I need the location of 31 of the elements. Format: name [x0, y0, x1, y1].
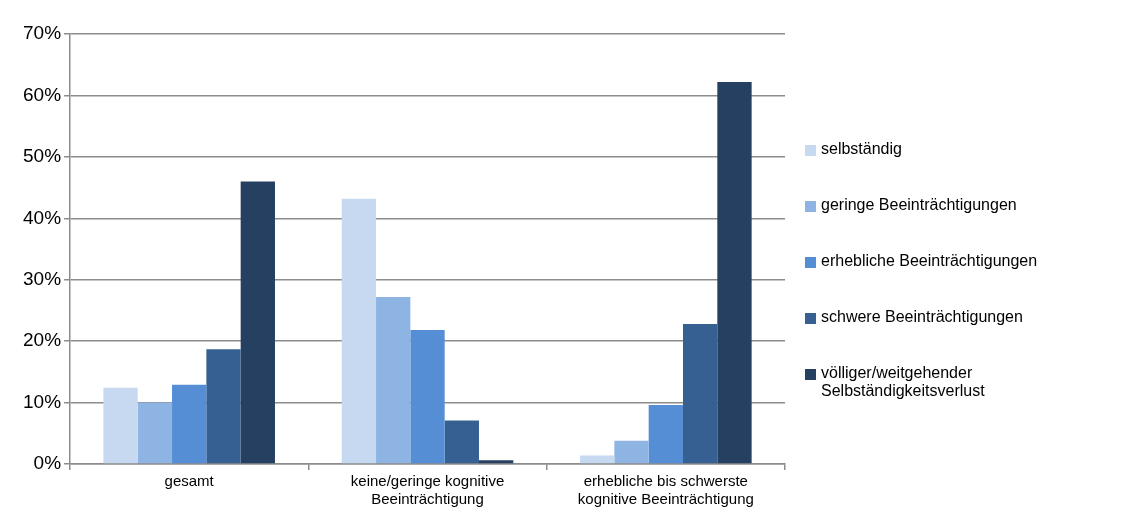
bar	[137, 402, 173, 464]
bar	[614, 440, 649, 464]
bar	[683, 323, 718, 464]
bar	[717, 81, 752, 464]
y-tick-label: 50%	[23, 145, 62, 167]
x-tick-label: keine/geringe kognitive Beeinträchtigung	[350, 472, 505, 508]
bar	[478, 460, 514, 464]
legend-label: geringe Beeinträchtigungen	[821, 196, 1017, 214]
y-tick-label: 10%	[23, 390, 62, 412]
bar	[376, 296, 411, 464]
bar	[103, 387, 138, 464]
legend-label: schwere Beeinträchtigungen	[821, 308, 1023, 326]
y-tick-label: 20%	[23, 329, 62, 351]
y-tick-label: 60%	[23, 83, 62, 105]
x-tick-label: erhebliche bis schwerste kognitive Beeinträchtigung	[577, 472, 754, 508]
y-tick-label: 0%	[33, 452, 62, 474]
bar	[580, 455, 615, 464]
bar	[444, 420, 479, 464]
legend-label: völliger/weitgehender Selbständigkeitsverlust	[821, 364, 986, 400]
y-tick-label: 40%	[23, 206, 62, 228]
x-tick-label: gesamt	[164, 472, 215, 490]
bar	[341, 198, 377, 464]
bar	[206, 349, 241, 464]
legend-label: selbständig	[821, 140, 902, 158]
y-tick-label: 70%	[23, 22, 62, 44]
bar	[172, 384, 207, 464]
y-tick-label: 30%	[23, 267, 62, 289]
legend-label: erhebliche Beeinträchtigungen	[821, 252, 1038, 270]
bar	[240, 181, 275, 464]
bar	[648, 405, 683, 464]
bar	[410, 330, 445, 464]
